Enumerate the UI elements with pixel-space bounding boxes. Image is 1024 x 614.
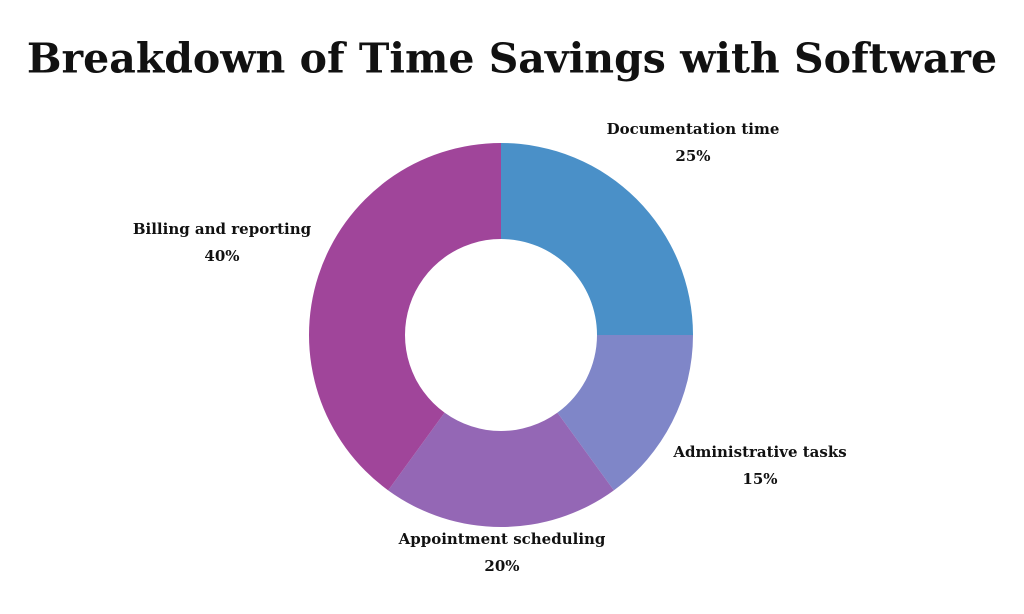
slice-label: Billing and reporting [133,220,312,238]
slice-value: 25% [675,147,710,165]
donut-slice [557,335,693,491]
donut-slice [501,143,693,335]
donut-slice [388,412,614,528]
chart-title: Breakdown of Time Savings with Software [27,35,997,83]
slice-label: Documentation time [607,120,780,138]
slice-value: 40% [204,247,239,265]
slice-label: Appointment scheduling [398,530,606,548]
slice-label: Administrative tasks [672,443,846,461]
donut-slice [309,143,501,491]
slice-value: 15% [742,470,777,488]
slice-value: 20% [484,557,519,575]
